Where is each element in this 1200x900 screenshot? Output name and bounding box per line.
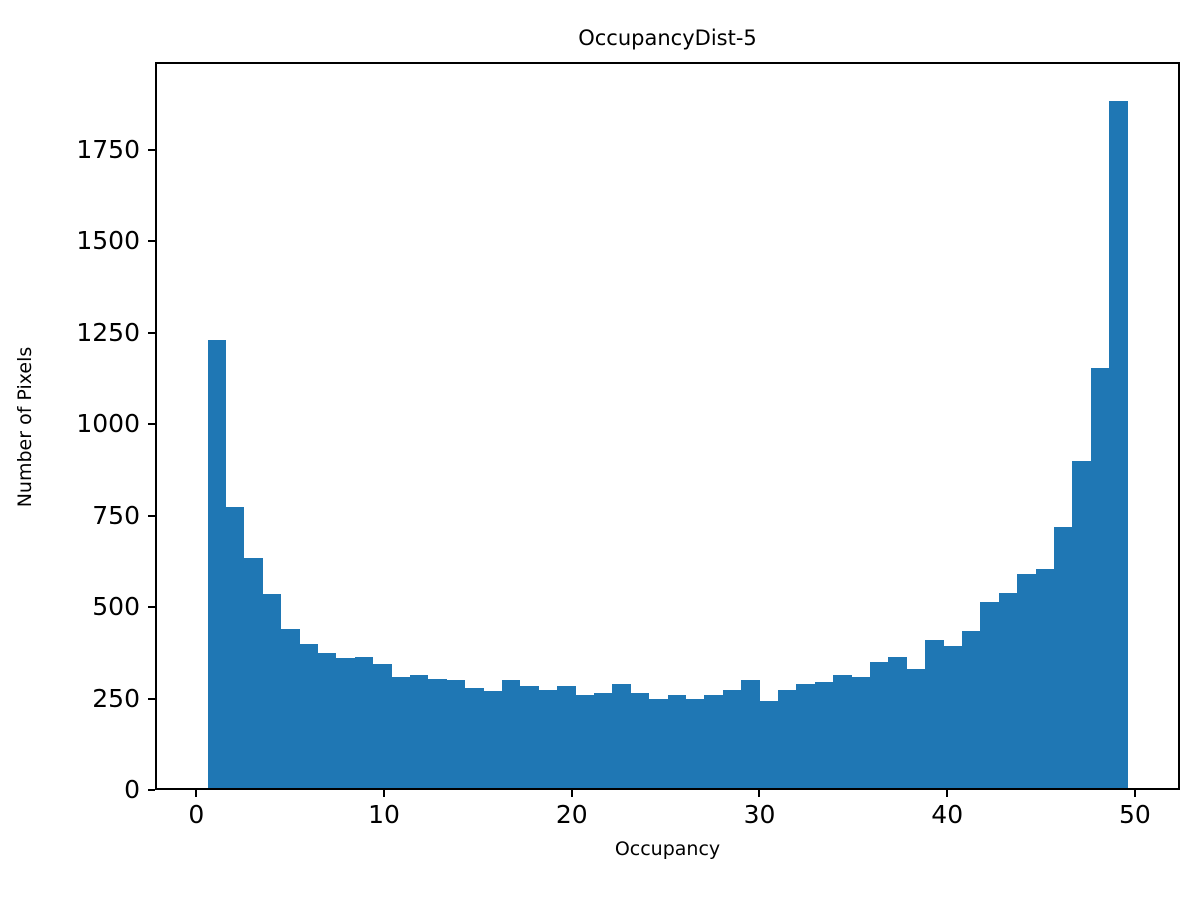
x-tick-mark — [570, 790, 573, 797]
chart-title: OccupancyDist-5 — [578, 26, 757, 50]
y-tick-mark — [148, 331, 155, 334]
histogram-bar — [1054, 526, 1072, 788]
y-tick-mark — [148, 789, 155, 791]
histogram-bar — [907, 669, 925, 788]
histogram-bar — [502, 680, 520, 788]
y-tick-label: 1500 — [76, 226, 140, 256]
x-tick-label: 30 — [743, 800, 776, 829]
y-tick-label: 1000 — [76, 409, 140, 439]
y-tick-mark — [148, 423, 155, 426]
x-tick-mark — [195, 790, 198, 797]
histogram-bar — [925, 640, 944, 788]
histogram-bar — [612, 684, 631, 788]
histogram-bar — [631, 693, 649, 788]
histogram-bar — [741, 680, 760, 788]
x-tick-label: 50 — [1119, 800, 1151, 829]
histogram-bar — [520, 685, 539, 788]
histogram-bar — [263, 594, 281, 788]
histogram-bar — [594, 693, 612, 788]
y-tick-mark — [148, 697, 155, 700]
y-tick-label: 1250 — [76, 317, 140, 347]
y-tick-label: 250 — [92, 683, 140, 713]
histogram-bar — [704, 695, 723, 788]
histogram-bar — [355, 656, 373, 788]
histogram-bar — [649, 698, 668, 788]
x-tick-mark — [383, 790, 386, 797]
histogram-bar — [888, 656, 907, 788]
histogram-bar — [336, 658, 355, 788]
histogram-bar — [539, 689, 557, 788]
histogram-bar — [815, 682, 833, 788]
histogram-bar — [980, 601, 999, 788]
histogram-bar — [760, 700, 778, 788]
histogram-bar — [796, 684, 815, 788]
histogram-bar — [557, 685, 576, 788]
histogram-bar — [870, 662, 888, 788]
histogram-bar — [300, 643, 318, 788]
y-tick-mark — [148, 514, 155, 517]
histogram-bar — [281, 629, 300, 788]
x-tick-mark — [1133, 790, 1136, 797]
histogram-bar — [447, 680, 465, 788]
y-tick-label: 750 — [92, 500, 140, 530]
x-tick-label: 40 — [931, 800, 964, 829]
histogram-bar — [668, 695, 686, 788]
histogram-bar — [208, 340, 226, 788]
plot-area — [155, 62, 1180, 790]
y-tick-label: 1750 — [76, 134, 140, 164]
histogram-bar — [226, 506, 244, 788]
y-tick-label: 0 — [124, 775, 140, 804]
histogram-bar — [778, 689, 796, 788]
histogram-bar — [852, 676, 870, 788]
x-tick-label: 10 — [368, 800, 400, 829]
histogram-bar — [999, 592, 1017, 788]
histogram-bar — [1072, 460, 1091, 788]
histogram-bar — [833, 674, 852, 788]
x-tick-label: 20 — [555, 800, 588, 829]
histogram-bar — [1036, 568, 1054, 788]
x-axis-label: Occupancy — [614, 838, 721, 860]
y-tick-mark — [148, 606, 155, 609]
histogram-bar — [686, 698, 704, 788]
histogram-bar — [962, 631, 980, 788]
histogram-bar — [484, 691, 502, 788]
histogram-bar — [1091, 367, 1109, 788]
x-tick-label: 0 — [188, 800, 205, 829]
y-tick-mark — [148, 240, 155, 243]
x-tick-mark — [946, 790, 949, 797]
histogram-bar — [244, 557, 263, 788]
histogram-bar — [410, 674, 428, 788]
x-tick-mark — [758, 790, 761, 797]
histogram-bar — [428, 678, 447, 788]
histogram-bar — [1109, 100, 1128, 788]
histogram-bar — [944, 645, 962, 788]
histogram-bar — [1017, 574, 1036, 788]
histogram-bar — [723, 689, 741, 788]
histogram-bar — [576, 695, 594, 788]
y-tick-label: 500 — [92, 592, 140, 622]
histogram-bar — [318, 652, 336, 788]
y-tick-mark — [148, 148, 155, 151]
histogram-bar — [373, 663, 392, 788]
histogram-bar — [465, 687, 484, 788]
histogram-bar — [392, 676, 410, 788]
